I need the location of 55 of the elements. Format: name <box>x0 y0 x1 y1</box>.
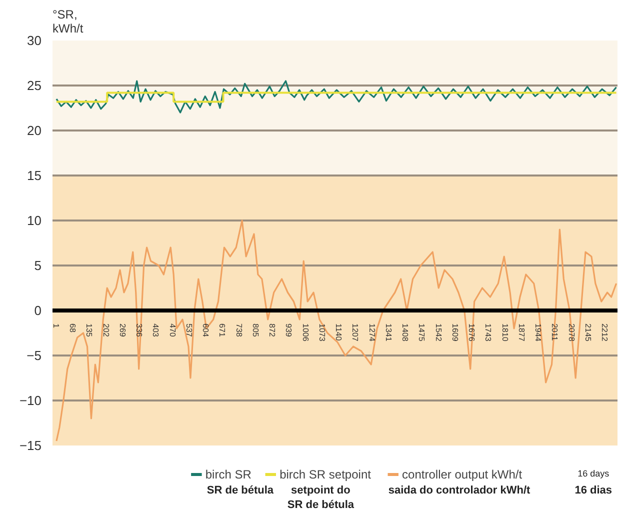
x-tick-label: 1743 <box>484 324 493 342</box>
x-tick-label: 68 <box>68 324 78 333</box>
x-tick-label: 135 <box>84 324 94 338</box>
x-tick-label: 1542 <box>434 324 443 342</box>
x-tick-label: 1944 <box>534 324 543 342</box>
y-tick-label: −10 <box>19 393 42 408</box>
y-tick-label: 30 <box>27 33 42 48</box>
y-axis-title: °SR, kWh/t <box>52 8 84 36</box>
x-tick-label: 1810 <box>500 324 510 342</box>
x-tick-label: 1877 <box>516 324 526 342</box>
x-tick-label: 202 <box>101 324 110 338</box>
y-tick-label: −5 <box>26 348 42 363</box>
text: saida do controlador kWh/t <box>388 484 530 496</box>
x-tick-label: 1140 <box>334 324 344 342</box>
y-tick-label: 5 <box>34 258 42 273</box>
x-tick-label: 1006 <box>300 324 310 342</box>
y-tick-label: 15 <box>27 168 42 183</box>
x-tick-label: 1073 <box>317 324 326 342</box>
legend-label: controller output kWh/t <box>402 468 523 482</box>
y-tick-label: 10 <box>27 213 42 228</box>
x-tick-label: 2078 <box>566 324 576 342</box>
x-tick-label: 2145 <box>583 324 592 342</box>
y-tick-label: 25 <box>27 78 42 93</box>
legend-label: birch SR setpoint <box>280 468 372 482</box>
x-tick-label: 1 <box>51 324 60 328</box>
x-tick-label: 1408 <box>400 324 410 342</box>
x-tick-label: 939 <box>284 324 294 338</box>
text: 16 days <box>578 468 610 478</box>
x-tick-label: 671 <box>218 324 227 338</box>
line-series <box>56 220 618 442</box>
x-tick-label: 1676 <box>467 324 476 342</box>
legend-label: birch SR <box>205 468 252 482</box>
x-tick-label: 872 <box>268 324 277 338</box>
text: SR de bétula <box>206 484 274 496</box>
x-tick-label: 470 <box>168 324 177 338</box>
x-tick-label: 537 <box>184 324 194 338</box>
text: setpoint do SR de bétula <box>287 484 355 511</box>
x-tick-label: 1475 <box>417 324 426 342</box>
x-tick-label: 336 <box>134 324 144 338</box>
x-tick-label: 604 <box>201 324 210 338</box>
x-tick-label: 2011 <box>550 324 560 342</box>
text: 16 dias <box>574 484 612 496</box>
x-tick-label: 1609 <box>450 324 460 342</box>
x-tick-label: 2212 <box>600 324 610 342</box>
y-tick-label: 0 <box>34 303 42 318</box>
x-tick-label: 738 <box>234 324 244 338</box>
line-series <box>56 80 618 114</box>
y-tick-label: 20 <box>27 123 42 138</box>
x-tick-label: 269 <box>118 324 127 338</box>
y-tick-label: −15 <box>19 438 42 453</box>
x-tick-label: 1341 <box>384 324 393 342</box>
x-tick-label: 805 <box>250 324 260 338</box>
x-tick-label: 403 <box>151 324 160 338</box>
x-tick-label: 1274 <box>367 324 376 342</box>
x-tick-label: 1207 <box>350 324 360 342</box>
